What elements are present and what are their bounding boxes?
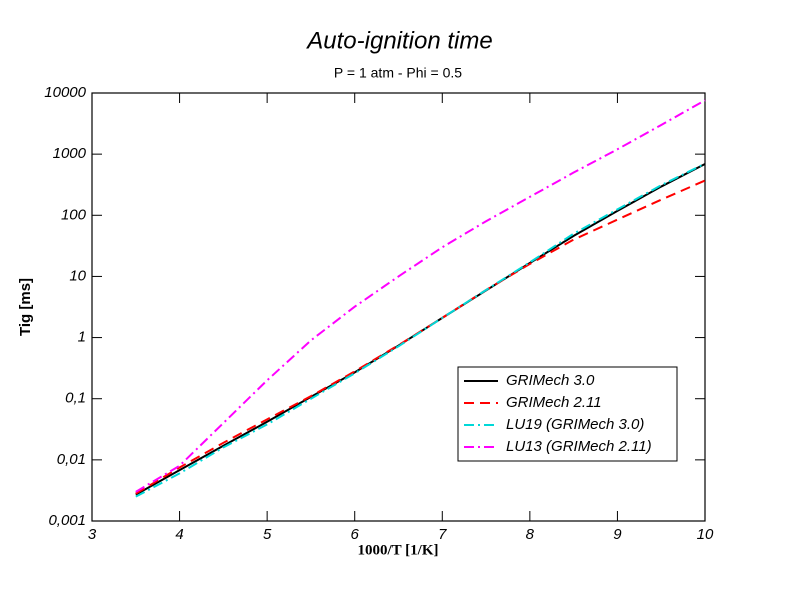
y-tick-label: 10000 xyxy=(44,84,86,101)
legend-label: GRIMech 2.11 xyxy=(506,394,602,411)
y-tick-label: 100 xyxy=(61,206,87,223)
y-tick-label: 0,01 xyxy=(57,451,86,468)
x-tick-label: 5 xyxy=(263,526,272,543)
x-tick-label: 3 xyxy=(88,526,97,543)
x-tick-label: 4 xyxy=(175,526,183,543)
y-tick-label: 10 xyxy=(69,267,86,284)
x-tick-label: 10 xyxy=(697,526,714,543)
legend-box xyxy=(457,366,678,462)
x-tick-label: 6 xyxy=(351,526,360,543)
chart-title: Auto-ignition time xyxy=(305,27,492,54)
y-tick-label: 1000 xyxy=(53,145,87,162)
x-tick-label: 7 xyxy=(438,526,447,543)
y-axis-label: Tig [ms] xyxy=(17,278,34,336)
y-tick-label: 0,001 xyxy=(48,512,86,529)
legend-label: GRIMech 3.0 xyxy=(506,372,595,389)
x-tick-label: 9 xyxy=(613,526,622,543)
x-tick-label: 8 xyxy=(526,526,535,543)
x-axis-label: 1000/T [1/K] xyxy=(358,542,439,558)
chart-subtitle: P = 1 atm - Phi = 0.5 xyxy=(334,65,462,81)
y-tick-label: 0,1 xyxy=(65,390,86,407)
y-tick-label: 1 xyxy=(78,329,86,346)
legend-label: LU19 (GRIMech 3.0) xyxy=(506,416,644,433)
series-line xyxy=(135,162,706,498)
plot-frame xyxy=(91,92,706,522)
legend-label: LU13 (GRIMech 2.11) xyxy=(506,438,652,455)
series-line xyxy=(135,99,706,493)
